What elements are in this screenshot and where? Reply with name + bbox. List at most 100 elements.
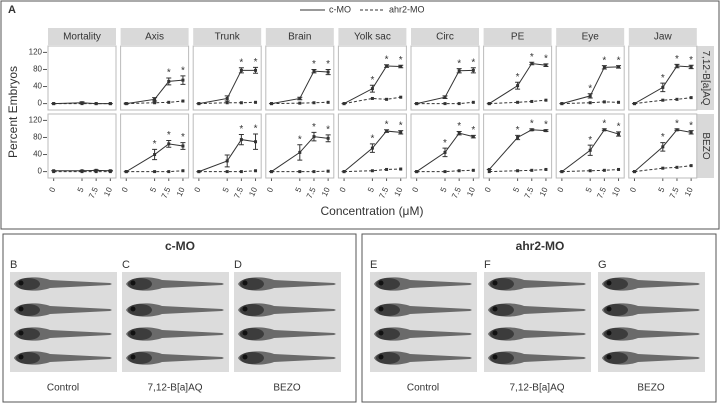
series-line	[198, 170, 256, 173]
error-bar	[587, 144, 593, 156]
significance-star: *	[457, 121, 461, 132]
point	[399, 95, 403, 99]
point	[689, 164, 693, 168]
point	[530, 168, 534, 172]
panel-letter: E	[370, 259, 377, 271]
x-tick-label: 7.5	[668, 185, 681, 199]
caption: Control	[47, 383, 79, 394]
error-bar	[180, 142, 186, 150]
caption: Control	[407, 383, 439, 394]
error-bar	[529, 128, 535, 132]
error-bar	[311, 68, 317, 74]
point	[254, 169, 258, 173]
error-bar	[601, 128, 607, 132]
series-line	[634, 129, 692, 172]
error-bar	[398, 130, 404, 135]
column-title: Jaw	[654, 32, 673, 43]
significance-star: *	[530, 119, 534, 130]
group-title: c-MO	[165, 239, 195, 253]
series-line	[488, 129, 546, 170]
strip	[411, 28, 479, 45]
error-bar	[515, 81, 521, 90]
point	[167, 170, 171, 174]
point	[530, 99, 534, 103]
point	[153, 170, 157, 174]
x-tick-label: 10	[610, 185, 622, 197]
significance-star: *	[588, 135, 592, 146]
significance-star: *	[167, 68, 171, 79]
series-line	[344, 168, 401, 173]
column-title: Axis	[145, 32, 164, 43]
error-bar	[660, 82, 666, 93]
panel-letter: F	[484, 259, 491, 271]
point	[661, 98, 665, 102]
x-tick-label: 0	[193, 185, 203, 193]
significance-star: *	[399, 55, 403, 66]
y-axis-title: Percent Embryos	[6, 66, 20, 158]
error-bar	[325, 134, 331, 143]
point	[94, 170, 98, 174]
significance-star: *	[602, 119, 606, 130]
error-bar	[442, 147, 448, 158]
strip	[697, 46, 714, 110]
x-tick-label: 7.5	[87, 185, 100, 199]
series-line	[634, 97, 692, 105]
x-tick-label: 5	[439, 185, 449, 193]
plot-area	[555, 45, 625, 111]
error-bar	[660, 142, 666, 152]
error-bar	[543, 129, 549, 132]
significance-star: *	[312, 59, 316, 70]
column-title: PE	[511, 32, 525, 43]
error-bar	[238, 133, 244, 146]
point	[385, 97, 389, 101]
significance-star: *	[675, 54, 679, 65]
point	[516, 169, 520, 173]
x-tick-label: 5	[293, 185, 303, 193]
point	[602, 100, 606, 104]
group-title: ahr2-MO	[516, 239, 565, 253]
point	[617, 167, 621, 171]
x-axis-title: Concentration (μM)	[321, 204, 424, 218]
point	[167, 100, 171, 104]
point	[661, 166, 665, 170]
series-line	[126, 170, 183, 173]
x-tick-label: 0	[410, 185, 420, 193]
x-tick-label: 10	[683, 185, 695, 197]
x-tick-label: 10	[320, 185, 332, 197]
series-line	[634, 65, 692, 105]
significance-star: *	[370, 75, 374, 86]
error-bar	[369, 84, 375, 93]
point	[487, 170, 491, 174]
point	[298, 101, 302, 105]
strip	[48, 28, 116, 45]
point	[370, 96, 374, 100]
x-tick-label: 10	[247, 185, 259, 197]
error-bar	[166, 77, 172, 86]
series-line	[271, 70, 329, 105]
error-bar	[470, 134, 476, 139]
point	[675, 165, 679, 169]
error-bar	[152, 97, 158, 102]
significance-star: *	[530, 52, 534, 63]
strip	[556, 28, 625, 45]
point	[370, 169, 374, 173]
caption: 7,12-B[a]AQ	[509, 383, 564, 394]
error-bar	[601, 65, 607, 70]
error-bar	[297, 144, 303, 161]
column-title: Yolk sac	[354, 32, 391, 43]
y-tick-label: 120	[29, 48, 43, 57]
significance-star: *	[516, 72, 520, 83]
x-tick-label: 7.5	[160, 185, 173, 199]
x-tick-label: 7.5	[450, 185, 463, 199]
series-line	[634, 165, 692, 173]
point	[443, 102, 447, 106]
x-tick-label: 5	[656, 185, 666, 193]
point	[239, 101, 243, 105]
point	[516, 100, 520, 104]
y-tick-label: 0	[38, 99, 43, 108]
error-bar	[384, 129, 390, 133]
series-line	[489, 168, 546, 173]
series-line	[561, 101, 619, 105]
series-line	[198, 139, 256, 173]
